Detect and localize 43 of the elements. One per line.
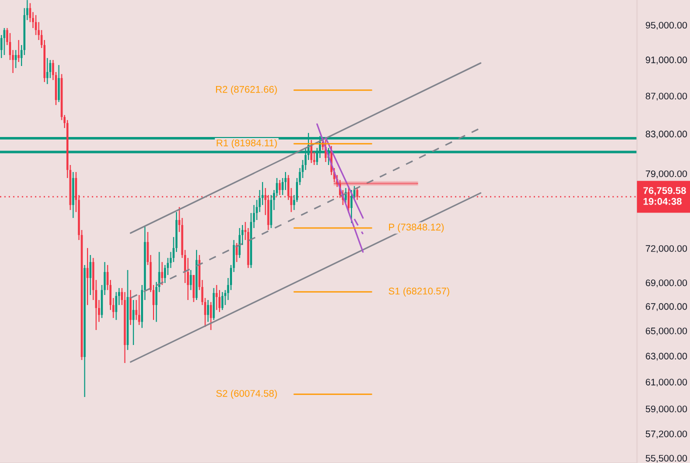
- candlestick: [210, 302, 212, 331]
- series-label: S2 (60074.58): [216, 390, 277, 399]
- candlestick: [89, 254, 92, 296]
- candlestick: [86, 248, 89, 306]
- candlestick: [207, 299, 210, 322]
- y-tick-label: 57,200.00: [646, 430, 687, 438]
- ref-line-label: 76,759.58 19:04:38: [643, 187, 686, 205]
- y-tick-label: 79,000.00: [646, 170, 687, 178]
- candlestick: [132, 299, 134, 346]
- series-label: R2 (87621.66): [216, 86, 277, 95]
- candlestick: [3, 28, 6, 56]
- candlestick: [115, 292, 118, 320]
- y-tick-label: 65,000.00: [646, 328, 687, 336]
- candlestick: [221, 292, 224, 310]
- y-tick-label: 69,000.00: [646, 279, 687, 288]
- candlestick: [138, 294, 140, 326]
- candlestick: [46, 58, 48, 85]
- y-tick-label: 63,000.00: [646, 352, 687, 361]
- candlestick: [161, 262, 164, 286]
- candlestick: [238, 228, 241, 258]
- candlestick: [190, 270, 192, 291]
- series-label: R1 (81984.11): [216, 139, 277, 148]
- y-tick-label: 95,000.00: [646, 22, 687, 30]
- candlestick: [18, 40, 20, 63]
- y-tick-label: 87,000.00: [646, 92, 687, 101]
- y-tick-label: 72,000.00: [646, 245, 687, 253]
- y-tick-label: 83,000.00: [646, 130, 687, 138]
- candlestick: [130, 290, 132, 326]
- candlestick: [192, 274, 195, 303]
- candlestick: [34, 14, 37, 36]
- candlestick: [310, 139, 312, 164]
- candlestick: [350, 189, 352, 224]
- candlestick: [216, 284, 218, 310]
- y-tick-label: 67,000.00: [646, 303, 687, 311]
- series-label: P (73848.12): [389, 223, 444, 232]
- y-tick-label: 61,000.00: [646, 378, 687, 387]
- y-tick-label: 55,500.00: [646, 454, 687, 463]
- series-label: S1 (68210.57): [388, 287, 450, 296]
- candlestick: [58, 64, 60, 103]
- y-tick-label: 91,000.00: [646, 56, 687, 64]
- candlestick: [284, 171, 287, 191]
- y-tick-label: 59,000.00: [646, 406, 687, 414]
- candlestick: [14, 50, 17, 69]
